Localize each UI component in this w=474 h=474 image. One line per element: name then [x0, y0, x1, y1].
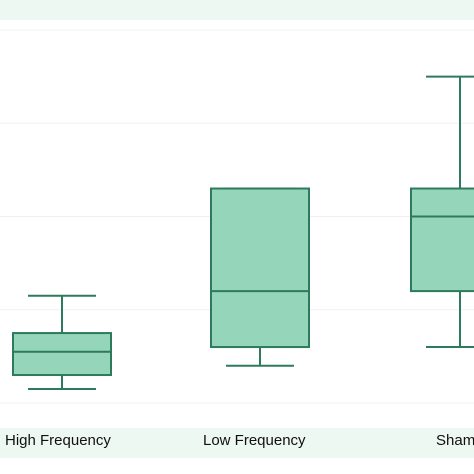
plot-area: [0, 20, 474, 429]
boxplot-chart: [0, 29, 474, 404]
iqr-box: [12, 332, 112, 377]
box-low-frequency: [210, 187, 310, 367]
x-tick-label-sham: Sham: [436, 432, 474, 449]
box-sham: [410, 75, 474, 349]
iqr-box: [210, 187, 310, 349]
iqr-box: [410, 187, 474, 293]
x-axis-band: [0, 428, 474, 458]
box-high-frequency: [12, 294, 112, 391]
x-tick-label-low-frequency: Low Frequency: [203, 432, 306, 449]
x-tick-label-high-frequency: High Frequency: [5, 432, 111, 449]
top-band: [0, 0, 474, 20]
